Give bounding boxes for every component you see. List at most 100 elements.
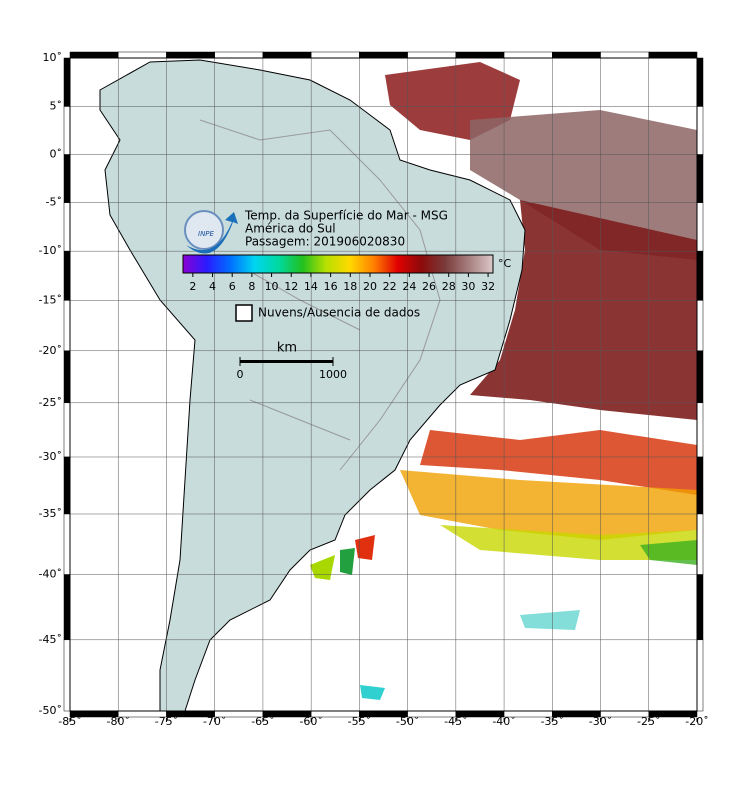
y-tick-label: -35˚ bbox=[39, 507, 62, 520]
frame-segment bbox=[310, 51, 360, 59]
frame-segment bbox=[696, 202, 704, 252]
colorbar-tick-label: 30 bbox=[461, 280, 475, 293]
colorbar-tick-label: 24 bbox=[402, 280, 416, 293]
frame-segment bbox=[696, 300, 704, 352]
frame-segment bbox=[600, 51, 650, 59]
x-tick-label: -55˚ bbox=[348, 715, 371, 728]
y-tick-label: -10˚ bbox=[39, 244, 62, 257]
colorbar-tick-label: 18 bbox=[343, 280, 357, 293]
y-tick-label: -20˚ bbox=[39, 344, 62, 357]
legend-swatch bbox=[235, 304, 253, 322]
x-tick-label: -65˚ bbox=[251, 715, 274, 728]
sst-patch bbox=[470, 110, 697, 260]
frame-segment bbox=[696, 154, 704, 203]
logo-arrow bbox=[186, 212, 238, 254]
x-tick-label: -35˚ bbox=[541, 715, 564, 728]
colorbar-tick-label: 6 bbox=[229, 280, 236, 293]
y-tick-label: -25˚ bbox=[39, 396, 62, 409]
y-tick-label: -15˚ bbox=[39, 293, 62, 306]
x-tick-label: -50˚ bbox=[396, 715, 419, 728]
frame-segment bbox=[552, 51, 601, 59]
frame-segment bbox=[648, 51, 698, 59]
sst-patch bbox=[420, 430, 697, 495]
colorbar-tick-label: 14 bbox=[304, 280, 318, 293]
frame-segment bbox=[63, 202, 71, 252]
frame-segment bbox=[696, 574, 704, 641]
x-tick-label: -60˚ bbox=[299, 715, 322, 728]
sst-patch bbox=[360, 685, 385, 700]
sst-patch bbox=[470, 200, 697, 420]
frame-segment bbox=[63, 106, 71, 155]
frame-segment bbox=[359, 51, 408, 59]
colorbar-tick-label: 2 bbox=[189, 280, 196, 293]
sst-patch bbox=[640, 540, 697, 565]
frame-segment bbox=[696, 513, 704, 575]
y-tick-label: 5˚ bbox=[50, 99, 63, 112]
y-tick-label: -50˚ bbox=[39, 704, 62, 717]
colorbar-tick-label: 16 bbox=[324, 280, 338, 293]
frame-segment bbox=[503, 51, 553, 59]
colorbar-tick-label: 26 bbox=[422, 280, 436, 293]
y-tick-label: -5˚ bbox=[46, 196, 62, 209]
y-tick-label: -40˚ bbox=[39, 568, 62, 581]
frame-segment bbox=[696, 456, 704, 515]
map-pass: Passagem: 201906020830 bbox=[245, 235, 405, 249]
map-title: Temp. da Superfície do Mar - MSG bbox=[244, 209, 448, 223]
colorbar-tick-label: 8 bbox=[248, 280, 255, 293]
frame-segment bbox=[63, 350, 71, 404]
frame-segment bbox=[63, 154, 71, 203]
x-tick-label: -25˚ bbox=[637, 715, 660, 728]
logo bbox=[184, 210, 224, 250]
frame-segment bbox=[166, 51, 215, 59]
frame-segment bbox=[63, 402, 71, 458]
colorbar-tick-label: 4 bbox=[209, 280, 216, 293]
sst-patch bbox=[520, 610, 580, 630]
legend-label: Nuvens/Ausencia de dados bbox=[258, 306, 420, 320]
frame-segment bbox=[262, 51, 312, 59]
scale-tick-label: 0 bbox=[237, 368, 244, 381]
scale-bar bbox=[240, 360, 333, 363]
sst-patch bbox=[310, 555, 335, 580]
x-tick-label: -70˚ bbox=[203, 715, 226, 728]
frame-segment bbox=[69, 51, 119, 59]
x-tick-label: -20˚ bbox=[685, 715, 708, 728]
frame-segment bbox=[696, 639, 704, 712]
sst-patch bbox=[340, 548, 355, 575]
x-tick-label: -45˚ bbox=[444, 715, 467, 728]
y-tick-label: -45˚ bbox=[39, 633, 62, 646]
colorbar-tick-label: 32 bbox=[481, 280, 495, 293]
x-tick-label: -40˚ bbox=[492, 715, 515, 728]
frame-segment bbox=[63, 574, 71, 641]
colorbar-tick-label: 20 bbox=[363, 280, 377, 293]
logo-text: INPE bbox=[198, 230, 215, 238]
frame-segment bbox=[117, 51, 167, 59]
sst-patch bbox=[400, 470, 697, 540]
frame-segment bbox=[696, 106, 704, 155]
frame-segment bbox=[63, 300, 71, 352]
sst-patch bbox=[355, 535, 375, 560]
frame-segment bbox=[696, 250, 704, 301]
frame bbox=[69, 57, 698, 712]
frame-segment bbox=[455, 51, 505, 59]
x-tick-label: -80˚ bbox=[106, 715, 129, 728]
colorbar bbox=[182, 254, 494, 274]
frame-segment bbox=[214, 51, 264, 59]
frame-segment bbox=[696, 57, 704, 107]
y-tick-label: -30˚ bbox=[39, 450, 62, 463]
frame-segment bbox=[63, 57, 71, 107]
y-tick-label: 0˚ bbox=[50, 148, 63, 161]
x-tick-label: -85˚ bbox=[58, 715, 81, 728]
x-tick-label: -75˚ bbox=[155, 715, 178, 728]
frame-segment bbox=[63, 513, 71, 575]
frame-segment bbox=[407, 51, 457, 59]
colorbar-tick-label: 10 bbox=[265, 280, 279, 293]
frame-segment bbox=[63, 250, 71, 301]
frame-segment bbox=[696, 350, 704, 404]
scale-tick-label: 1000 bbox=[319, 368, 347, 381]
colorbar-tick-label: 28 bbox=[442, 280, 456, 293]
frame-segment bbox=[696, 402, 704, 458]
frame-segment bbox=[63, 456, 71, 515]
scale-unit: km bbox=[277, 341, 297, 356]
